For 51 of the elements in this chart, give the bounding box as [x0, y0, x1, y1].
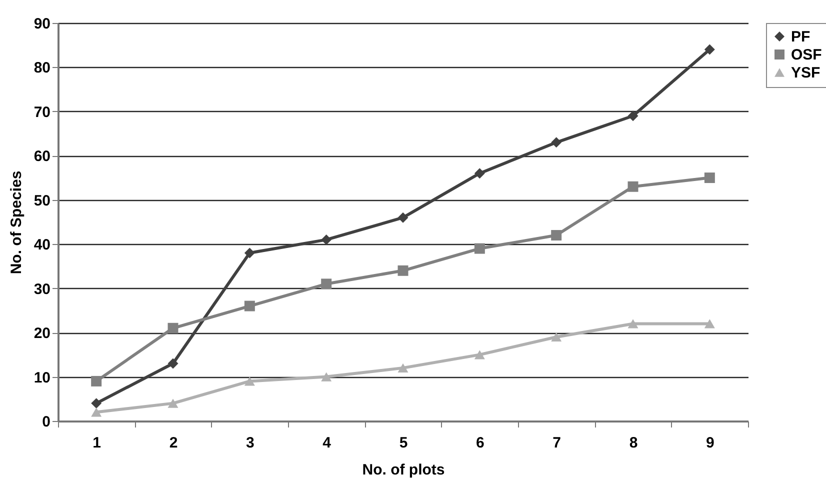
y-tick-label: 70	[34, 104, 50, 121]
point	[244, 300, 255, 312]
point	[244, 248, 255, 258]
legend-label: PF	[791, 28, 810, 46]
y-tick-label: 10	[34, 369, 50, 386]
point	[628, 110, 638, 122]
x-axis-title: No. of plots	[362, 462, 445, 478]
point	[474, 243, 485, 254]
x-tick-label: 4	[322, 434, 332, 452]
point	[168, 358, 178, 369]
point	[168, 322, 178, 334]
y-tick-label: 0	[42, 414, 50, 430]
x-tick-label: 5	[399, 434, 408, 452]
x-tick-label: 9	[706, 434, 714, 452]
y-tick-label: 80	[34, 60, 50, 77]
y-axis-title: No. of Species	[8, 170, 25, 274]
x-tick-label: 1	[92, 434, 102, 452]
point	[321, 372, 332, 382]
point	[474, 350, 485, 360]
point	[244, 376, 255, 386]
point	[398, 212, 408, 223]
y-tick-label: 40	[34, 236, 50, 254]
point	[474, 168, 485, 179]
point	[91, 408, 102, 417]
x-tick-label: 7	[552, 434, 562, 452]
point	[551, 332, 562, 342]
point	[91, 376, 102, 386]
y-tick-label: 50	[34, 192, 50, 210]
point	[321, 234, 332, 245]
point	[398, 265, 408, 276]
legend-label: OSF	[791, 46, 822, 64]
point	[321, 278, 332, 290]
point	[704, 319, 715, 328]
point	[91, 398, 102, 409]
x-tick-label: 8	[629, 434, 638, 452]
y-tick-label: 30	[34, 280, 50, 298]
point	[704, 172, 715, 184]
x-tick-label: 3	[246, 434, 254, 452]
point	[551, 137, 562, 148]
y-tick-label: 20	[34, 325, 50, 342]
point	[168, 398, 178, 408]
x-tick-label: 6	[476, 434, 484, 452]
y-tick-label: 60	[34, 148, 50, 166]
point	[704, 44, 715, 55]
y-tick-label: 90	[34, 16, 50, 32]
point	[398, 363, 408, 372]
x-tick-label: 2	[169, 434, 178, 452]
point	[628, 181, 638, 192]
legend-label: YSF	[791, 64, 820, 82]
point	[628, 319, 638, 328]
point	[551, 230, 562, 241]
